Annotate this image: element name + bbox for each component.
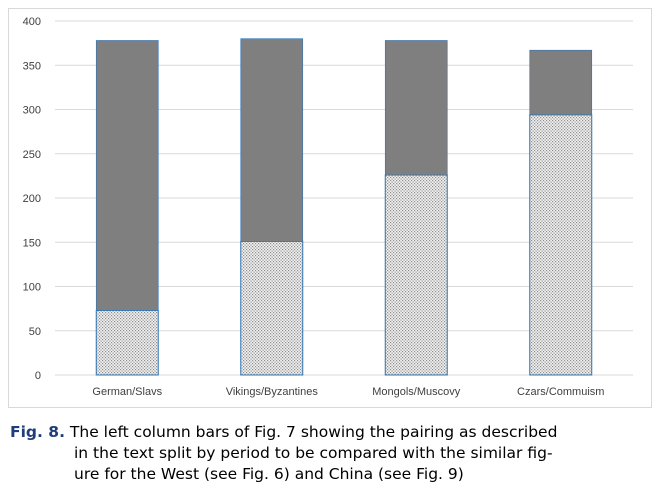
bar-segment-upper-0 — [95, 40, 159, 311]
caption-line-3: ure for the West (see Fig. 6) and China … — [74, 465, 464, 483]
y-tick-label: 0 — [35, 370, 41, 382]
caption-line-1: Fig. 8. The left column bars of Fig. 7 s… — [10, 422, 660, 443]
caption-label: Fig. 8. — [10, 423, 65, 441]
bar-segment-upper-1 — [240, 38, 304, 242]
x-category-label: Vikings/Byzantines — [226, 386, 319, 398]
x-category-label: Czars/Commuism — [517, 386, 604, 398]
x-category-label: Mongols/Muscovy — [372, 386, 461, 398]
caption-text-1: The left column bars of Fig. 7 showing t… — [64, 423, 558, 441]
y-tick-label: 400 — [23, 16, 41, 28]
y-axis-ticks: 0 50 100 150 200 250 300 350 400 — [23, 16, 41, 382]
figure-caption: Fig. 8. The left column bars of Fig. 7 s… — [10, 422, 660, 485]
bar-segment-upper-3 — [529, 49, 593, 116]
caption-line-2: in the text split by period to be compar… — [74, 444, 553, 462]
bar-segment-lower-0 — [95, 309, 159, 376]
bar-segment-lower-3 — [529, 114, 593, 376]
y-tick-label: 50 — [29, 326, 41, 338]
x-category-label: German/Slavs — [92, 386, 162, 398]
y-tick-label: 250 — [23, 149, 41, 161]
y-tick-label: 350 — [23, 60, 41, 72]
bars — [95, 38, 593, 376]
y-tick-label: 200 — [23, 193, 41, 205]
y-tick-label: 100 — [23, 282, 41, 294]
y-tick-label: 300 — [23, 105, 41, 117]
bar-segment-upper-2 — [384, 40, 448, 176]
y-tick-label: 150 — [23, 237, 41, 249]
stacked-bar-chart: 0 50 100 150 200 250 300 350 400 German/Slavs Vik… — [23, 16, 633, 398]
bar-segment-lower-1 — [240, 240, 304, 376]
x-axis-categories: German/Slavs Vikings/Byzantines Mongols/Mu… — [92, 386, 604, 398]
chart-frame: 0 50 100 150 200 250 300 350 400 German/Slavs Vik… — [8, 8, 652, 408]
bar-segment-lower-2 — [384, 174, 448, 376]
